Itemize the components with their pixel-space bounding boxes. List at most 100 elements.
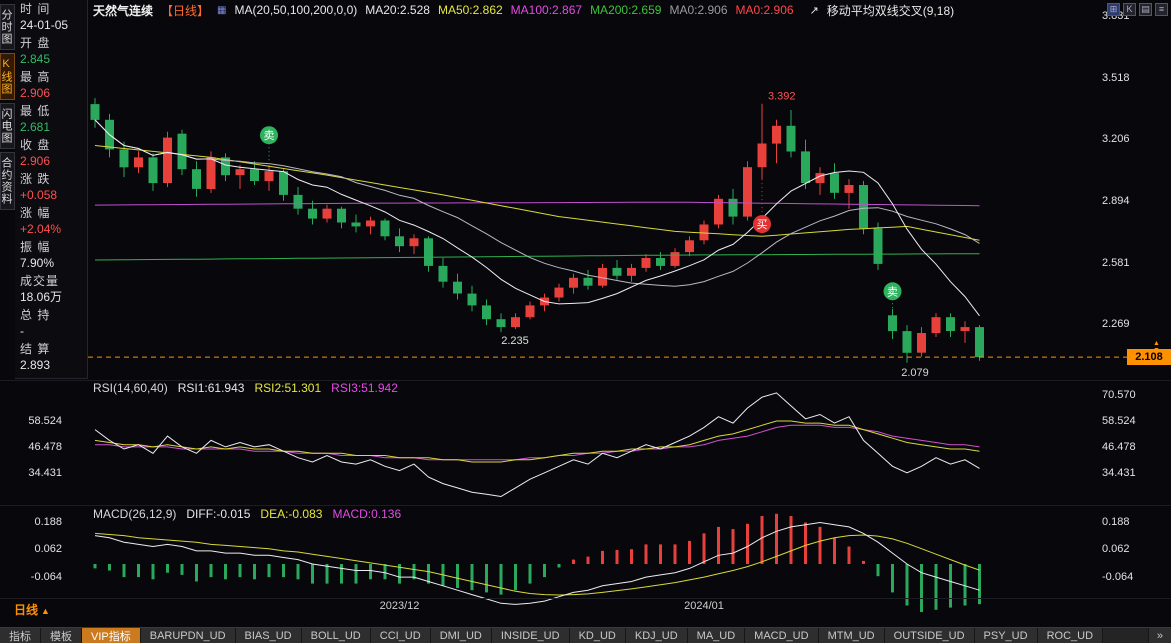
axis-up-arrow-icon[interactable]: ▲ bbox=[1153, 340, 1160, 347]
quote-label: 开 盘 bbox=[20, 36, 51, 50]
sell-marker bbox=[260, 126, 278, 145]
toolbar-tab[interactable]: VIP指标 bbox=[82, 628, 141, 643]
toolbar-tab[interactable]: CCI_UD bbox=[370, 628, 431, 643]
indicator-value: DIFF:-0.015 bbox=[186, 507, 251, 521]
indicator-name: 移动平均双线交叉(9,18) bbox=[826, 3, 955, 18]
quote-label: 结 算 bbox=[20, 342, 51, 356]
chart-header: 天然气连续 【日线】 ▦ MA(20,50,100,200,0,0) MA20:… bbox=[0, 0, 1171, 20]
quote-row: 涨 跌 +0.058 bbox=[15, 170, 87, 204]
indicator-cursor-icon: ↗ bbox=[809, 4, 819, 17]
quote-row: 收 盘 2.906 bbox=[15, 136, 87, 170]
quote-row: 结 算 2.893 bbox=[15, 340, 87, 374]
axis-down-arrow-icon[interactable]: ▼ bbox=[1153, 347, 1160, 354]
quote-row: 涨 幅 +2.04% bbox=[15, 204, 87, 238]
quote-label: 总 持 bbox=[20, 308, 51, 322]
quote-row: 最 低 2.681 bbox=[15, 102, 87, 136]
toolbar-tab[interactable]: BOLL_UD bbox=[301, 628, 371, 643]
buy-marker bbox=[753, 215, 771, 234]
quote-row: 开 盘 2.845 bbox=[15, 34, 87, 68]
quote-value: 2.681 bbox=[20, 120, 51, 134]
quote-value: 2.906 bbox=[20, 154, 51, 168]
rsi-y-axis-label: 34.431 bbox=[1102, 466, 1136, 479]
ma-value: MA0:2.906 bbox=[735, 3, 794, 17]
sidebar-tab[interactable]: 合约资料 bbox=[0, 152, 15, 210]
rsi-y-axis-label: 58.524 bbox=[1102, 414, 1136, 427]
rsi-values: RSI1:61.943 RSI2:51.301 RSI3:51.942 bbox=[178, 381, 408, 395]
rsi-y-axis-label: 34.431 bbox=[28, 466, 62, 479]
toolbar-tab[interactable]: KD_UD bbox=[569, 628, 626, 643]
k-chart-icon[interactable]: K bbox=[1123, 3, 1136, 16]
quote-row: 振 幅 7.90% bbox=[15, 238, 87, 272]
rsi-title[interactable]: RSI(14,60,40) bbox=[93, 381, 168, 395]
macd-y-axis-label: 0.188 bbox=[34, 515, 62, 528]
toolbar-tab[interactable]: MACD_UD bbox=[745, 628, 819, 643]
quote-label: 最 高 bbox=[20, 70, 51, 84]
indicator-value: RSI1:61.943 bbox=[177, 381, 245, 395]
period-tag[interactable]: 【日线】 bbox=[161, 3, 210, 18]
period-up-arrow-icon[interactable]: ▲ bbox=[41, 606, 50, 616]
toolbar-tab[interactable]: DMI_UD bbox=[430, 628, 492, 643]
toolbar-tab[interactable]: KDJ_UD bbox=[625, 628, 688, 643]
period-label[interactable]: 日线 bbox=[14, 603, 39, 617]
toolbar-tab[interactable]: OUTSIDE_UD bbox=[884, 628, 975, 643]
macd-title[interactable]: MACD(26,12,9) bbox=[93, 507, 177, 521]
quote-value: +2.04% bbox=[20, 222, 62, 236]
quote-panel: 时 间 24-01-05 开 盘 2.845 最 高 2.906 最 低 2.681 收 盘 2.… bbox=[15, 0, 88, 379]
macd-y-axis-label: 0.062 bbox=[34, 543, 62, 556]
main-y-axis-label: 2.581 bbox=[1102, 256, 1130, 269]
quote-value: +0.058 bbox=[20, 188, 58, 202]
x-axis-label: 2024/01 bbox=[684, 600, 724, 612]
chart-stats-icon[interactable]: ▦ bbox=[217, 4, 227, 16]
toolbar-tab[interactable]: INSIDE_UD bbox=[491, 628, 570, 643]
toolbar-tab[interactable]: MA_UD bbox=[687, 628, 746, 643]
quote-label: 时 间 bbox=[20, 2, 51, 16]
window-tool-icons: ⊞ K ▤ ≡ bbox=[1107, 3, 1168, 16]
quote-label: 振 幅 bbox=[20, 240, 51, 254]
toolbar-tab[interactable]: 指标 bbox=[0, 628, 41, 643]
rsi-y-axis-label: 70.570 bbox=[1102, 389, 1136, 401]
ma-value: MA0:2.906 bbox=[669, 3, 728, 17]
quote-value: 7.90% bbox=[20, 256, 55, 270]
indicator-value: DEA:-0.083 bbox=[260, 507, 323, 521]
toolbar-tab[interactable]: BARUPDN_UD bbox=[140, 628, 236, 643]
quote-value: - bbox=[20, 324, 24, 338]
toolbar-tab[interactable]: 模板 bbox=[41, 628, 82, 643]
quote-row: 总 持 - bbox=[15, 306, 87, 340]
menu-icon[interactable]: ≡ bbox=[1155, 3, 1168, 16]
quote-value: 2.893 bbox=[20, 358, 51, 372]
rsi-y-axis-label: 58.524 bbox=[28, 414, 62, 427]
main-y-axis-label: 2.269 bbox=[1102, 318, 1130, 331]
indicator-value: RSI3:51.942 bbox=[331, 381, 398, 395]
svg-text:卖: 卖 bbox=[887, 285, 898, 298]
grid-icon[interactable]: ⊞ bbox=[1107, 3, 1120, 16]
price-axis-arrows[interactable]: ▲ ▼ bbox=[1153, 340, 1160, 354]
macd-y-axis-label: -0.064 bbox=[1102, 570, 1134, 583]
sidebar-tab[interactable]: K线图 bbox=[0, 53, 15, 100]
ma-value: MA20:2.528 bbox=[365, 3, 430, 17]
macd-y-axis-label: 0.062 bbox=[1102, 543, 1130, 556]
current-price-tag: 2.108 bbox=[1127, 349, 1171, 365]
sidebar-tab[interactable]: 闪电图 bbox=[0, 103, 15, 149]
candles bbox=[90, 98, 984, 363]
toolbar-more-button[interactable]: » bbox=[1147, 628, 1171, 643]
sidebar-tab[interactable]: 分时图 bbox=[0, 4, 15, 50]
main-y-axis-label: 3.518 bbox=[1102, 71, 1130, 84]
indicator-toolbar: 指标 模板 VIP指标 BARUPDN_UD BIAS_UD BOLL_UD CCI_UD D… bbox=[0, 627, 1171, 643]
svg-text:卖: 卖 bbox=[264, 129, 275, 142]
period-selector[interactable]: 日线 ▲ bbox=[14, 601, 50, 618]
macd-y-axis-label: 0.188 bbox=[1102, 515, 1130, 528]
toolbar-tab[interactable]: PSY_UD bbox=[974, 628, 1038, 643]
panel-layout-icon[interactable]: ▤ bbox=[1139, 3, 1152, 16]
ma-values: MA20:2.528 MA50:2.862 MA100:2.867 MA200:2.6… bbox=[365, 3, 801, 17]
toolbar-tab[interactable]: BIAS_UD bbox=[235, 628, 302, 643]
symbol-name: 天然气连续 bbox=[93, 3, 154, 18]
quote-label: 成交量 bbox=[20, 274, 60, 288]
toolbar-tab[interactable]: ROC_UD bbox=[1037, 628, 1104, 643]
svg-text:2.079: 2.079 bbox=[901, 367, 929, 379]
sell-marker bbox=[883, 282, 902, 301]
rsi-y-axis-label: 46.478 bbox=[28, 440, 62, 453]
macd-values: DIFF:-0.015 DEA:-0.083 MACD:0.136 bbox=[186, 507, 411, 521]
toolbar-tab[interactable]: MTM_UD bbox=[818, 628, 885, 643]
